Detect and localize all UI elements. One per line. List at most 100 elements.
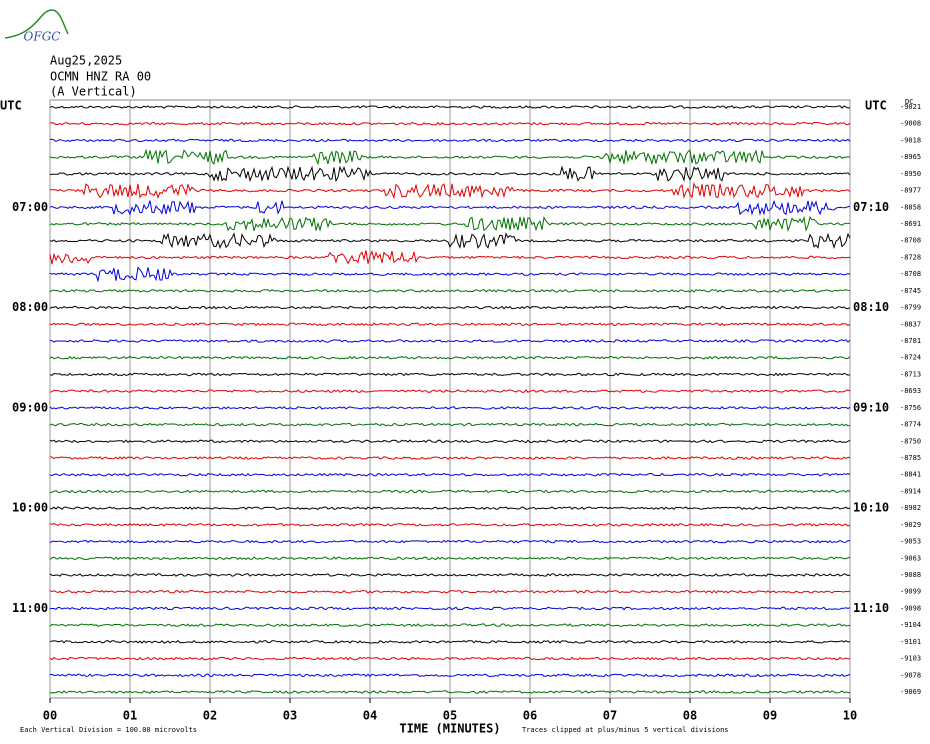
right-time-label: 11:10 (853, 601, 889, 615)
trace (49, 673, 851, 678)
trace (49, 250, 851, 265)
x-axis-label: TIME (MINUTES) (399, 722, 500, 736)
right-time-label: 07:10 (853, 200, 889, 214)
trace-offset: -8965 (900, 153, 921, 161)
footnote: Traces clipped at plus/minus 5 vertical … (522, 726, 729, 734)
trace-offset: -9069 (900, 688, 921, 696)
left-time-label: 09:00 (12, 400, 48, 414)
trace-offset: -8750 (900, 437, 921, 445)
left-axis-label: UTC (0, 99, 22, 113)
x-tick-label: 05 (443, 709, 457, 723)
trace-offset: -8950 (900, 170, 921, 178)
trace-offset: -8693 (900, 387, 921, 395)
trace-offset: -8837 (900, 320, 921, 328)
left-time-label: 11:00 (12, 601, 48, 615)
right-time-label: 09:10 (853, 400, 889, 414)
x-tick-label: 10 (843, 709, 857, 723)
trace (49, 305, 851, 310)
trace-offset: -9098 (900, 604, 921, 612)
x-tick-label: 08 (683, 709, 697, 723)
trace (49, 288, 851, 293)
trace (49, 105, 851, 109)
dc-label: DC (905, 98, 913, 106)
trace (49, 181, 851, 200)
trace-offset: -9078 (900, 671, 921, 679)
trace-offset: -8713 (900, 370, 921, 378)
trace-offset: -9104 (900, 621, 921, 629)
x-tick-label: 01 (123, 709, 137, 723)
logo-text: OFGC (24, 30, 61, 44)
trace (49, 148, 851, 166)
trace-offset: -8691 (900, 220, 921, 228)
trace-offset: -9018 (900, 136, 921, 144)
trace (49, 355, 851, 360)
trace-offset: -8982 (900, 504, 921, 512)
x-tick-label: 04 (363, 709, 377, 723)
trace-offset: -8724 (900, 354, 921, 362)
trace (49, 589, 851, 594)
trace (49, 690, 851, 694)
trace (49, 623, 851, 628)
right-axis-label: UTC (865, 99, 887, 113)
trace-offset: -9103 (900, 655, 921, 663)
trace-offset: -9063 (900, 554, 921, 562)
trace (49, 656, 851, 661)
x-tick-label: 07 (603, 709, 617, 723)
trace-offset: -8841 (900, 471, 921, 479)
trace (49, 573, 851, 577)
title-line: Aug25,2025 (50, 54, 122, 68)
trace (49, 232, 851, 250)
x-tick-label: 00 (43, 709, 57, 723)
right-time-label: 08:10 (853, 300, 889, 314)
trace-offset: -9029 (900, 521, 921, 529)
trace (49, 439, 851, 444)
trace (49, 199, 851, 216)
trace (49, 266, 851, 283)
trace-offset: -9021 (900, 103, 921, 111)
trace-offset: -9053 (900, 538, 921, 546)
x-tick-label: 02 (203, 709, 217, 723)
title-line: (A Vertical) (50, 85, 137, 99)
trace (49, 556, 851, 561)
trace-offset: -8708 (900, 237, 921, 245)
trace-offset: -9099 (900, 588, 921, 596)
trace (49, 456, 851, 460)
x-tick-label: 06 (523, 709, 537, 723)
trace-offset: -8774 (900, 421, 921, 429)
trace-offset: -8799 (900, 304, 921, 312)
trace (49, 339, 851, 343)
left-time-label: 08:00 (12, 300, 48, 314)
trace-offset: -9008 (900, 120, 921, 128)
trace (49, 121, 851, 126)
trace-offset: -8785 (900, 454, 921, 462)
trace (49, 422, 851, 427)
trace-offset: -8756 (900, 404, 921, 412)
trace (49, 405, 851, 410)
trace (49, 215, 851, 233)
logo-mark (4, 9, 69, 39)
trace (49, 489, 851, 494)
title-line: OCMN HNZ RA 00 (50, 70, 151, 84)
trace (50, 506, 851, 511)
trace (49, 606, 851, 611)
trace-offset: -8708 (900, 270, 921, 278)
trace (49, 389, 851, 393)
trace (49, 165, 851, 183)
trace-offset: -8781 (900, 337, 921, 345)
trace-offset: -8745 (900, 287, 921, 295)
trace-offset: -8977 (900, 187, 921, 195)
trace (49, 138, 851, 143)
trace-offset: -9101 (900, 638, 921, 646)
trace (49, 539, 851, 544)
trace-offset: -9088 (900, 571, 921, 579)
trace-offset: -8728 (900, 253, 921, 261)
left-time-label: 07:00 (12, 200, 48, 214)
trace (49, 372, 851, 377)
footnote: Each Vertical Division = 100.00 microvol… (20, 726, 197, 734)
trace (49, 322, 851, 327)
trace (49, 640, 851, 644)
left-time-label: 10:00 (12, 501, 48, 515)
trace (49, 522, 851, 527)
x-tick-label: 03 (283, 709, 297, 723)
